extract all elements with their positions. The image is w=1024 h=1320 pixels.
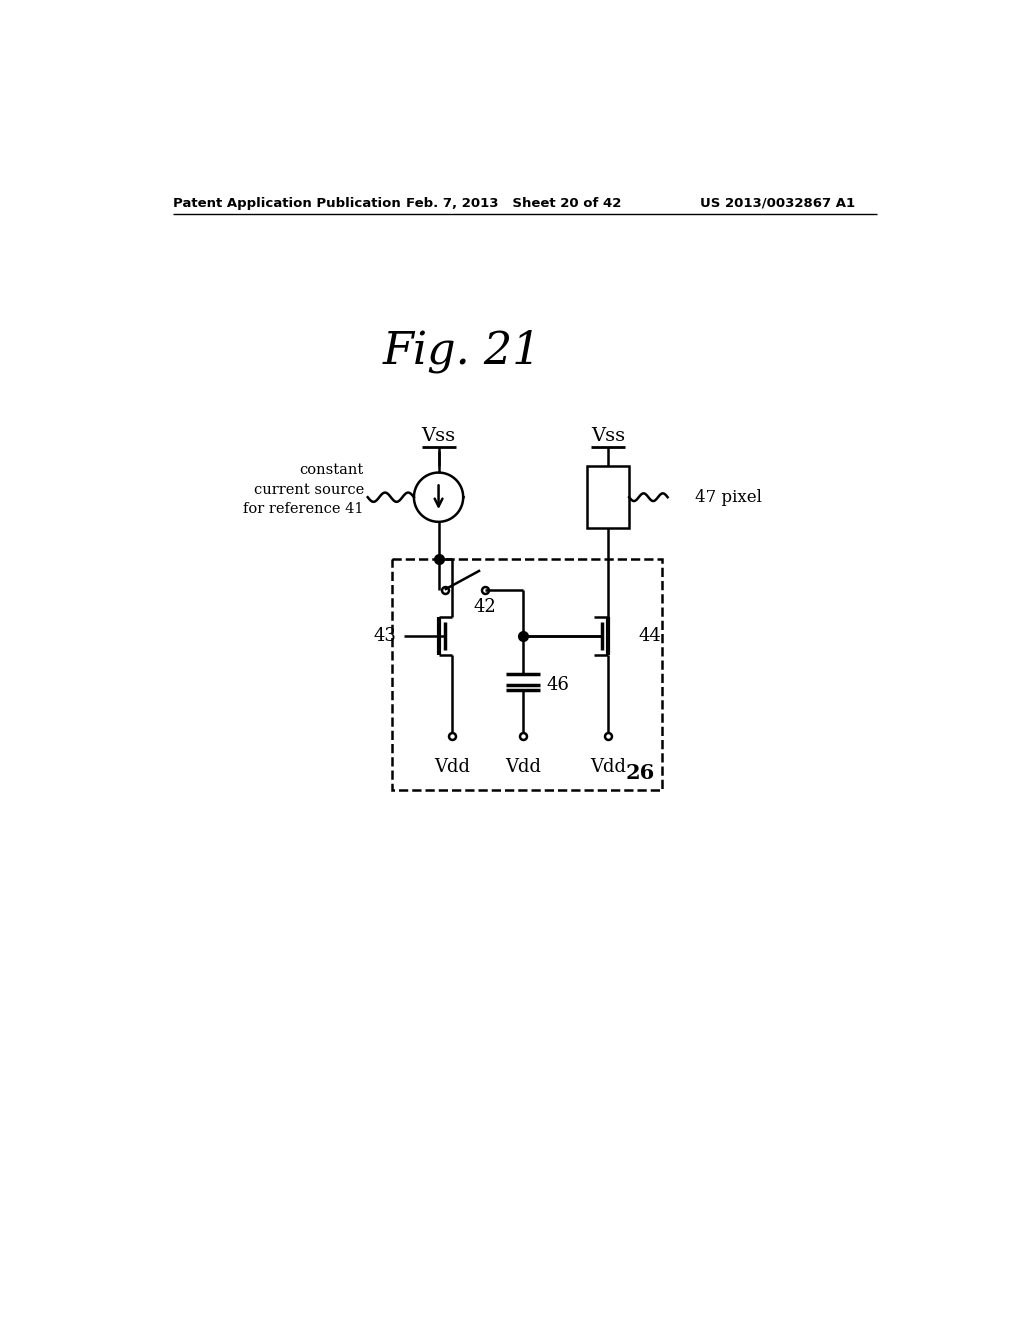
Bar <box>587 466 629 528</box>
Text: 42: 42 <box>473 598 497 615</box>
Text: Patent Application Publication: Patent Application Publication <box>173 197 400 210</box>
Text: 44: 44 <box>639 627 662 644</box>
Text: Vdd: Vdd <box>590 758 626 776</box>
Text: Fig. 21: Fig. 21 <box>382 329 541 372</box>
Text: 47 pixel: 47 pixel <box>694 488 762 506</box>
Text: Feb. 7, 2013   Sheet 20 of 42: Feb. 7, 2013 Sheet 20 of 42 <box>407 197 622 210</box>
Text: Vdd: Vdd <box>434 758 470 776</box>
Text: 43: 43 <box>373 627 396 644</box>
Text: constant
current source
for reference 41: constant current source for reference 41 <box>244 463 364 516</box>
Text: Vss: Vss <box>422 426 456 445</box>
Text: US 2013/0032867 A1: US 2013/0032867 A1 <box>700 197 855 210</box>
Text: Vss: Vss <box>591 426 625 445</box>
Text: 26: 26 <box>626 763 655 783</box>
Text: 46: 46 <box>547 676 569 694</box>
Text: Vdd: Vdd <box>505 758 542 776</box>
